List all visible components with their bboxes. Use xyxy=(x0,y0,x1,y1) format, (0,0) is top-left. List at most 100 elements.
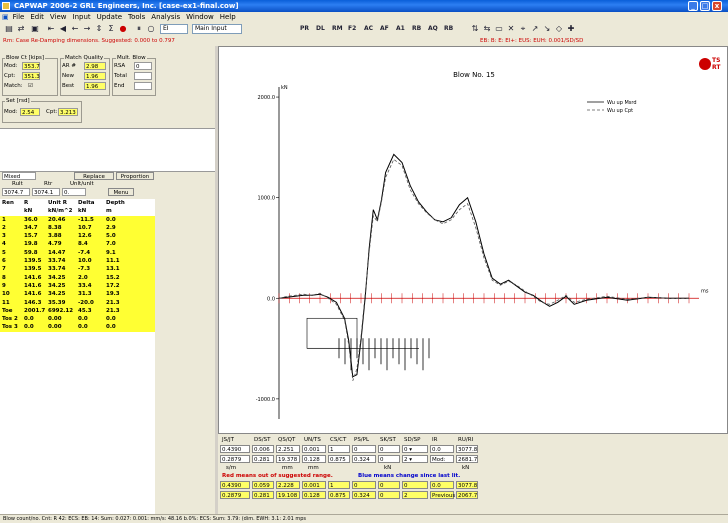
table-row[interactable]: 9 141.6 34.25 33.4 17.2 xyxy=(0,281,155,291)
table-row[interactable]: Tos 3 0.0 0.00 0.0 0.0 xyxy=(0,323,155,332)
table-row[interactable]: 3 15.7 3.88 12.6 5.0 xyxy=(0,232,155,241)
view-select[interactable]: Main Input xyxy=(192,24,242,34)
menu-view[interactable]: View xyxy=(49,13,67,21)
param-field-9[interactable]: 2681.7 xyxy=(456,455,478,463)
table-row[interactable]: 11 146.3 35.39 -20.0 21.3 xyxy=(0,298,155,307)
param-field-6[interactable]: 0 xyxy=(378,455,400,463)
mb-rsa-select[interactable]: 0 xyxy=(134,62,152,70)
param-field-9[interactable]: 3077.8 xyxy=(456,445,478,453)
tool-icon-7[interactable]: ◇ xyxy=(555,24,563,33)
param-field-8[interactable]: Mod: xyxy=(430,455,454,463)
menu-window[interactable]: Window xyxy=(186,13,214,21)
blow-ct-cpt-field[interactable]: 351.3 xyxy=(22,72,40,80)
blow-ct-mod-field[interactable]: 353.7 xyxy=(22,62,40,70)
save-icon[interactable]: ▣ xyxy=(31,24,39,33)
param-field-3[interactable]: 0.001 xyxy=(302,445,326,453)
param-field-2[interactable]: 2.251 xyxy=(276,445,300,453)
table-header[interactable]: Ren R Unit R Delta Depth xyxy=(0,199,155,208)
menu-tools[interactable]: Tools xyxy=(128,13,146,21)
match-checkbox[interactable]: ☑ xyxy=(28,83,33,89)
stop-icon[interactable]: ● xyxy=(119,24,127,33)
menu-file[interactable]: File xyxy=(12,13,25,21)
first-icon[interactable]: ⇤ xyxy=(47,24,55,33)
tool-dl-1[interactable]: DL xyxy=(316,25,325,32)
tool-rb-7[interactable]: RB xyxy=(412,25,422,32)
table-row[interactable]: Tos 2 0.0 0.00 0.0 0.0 xyxy=(0,315,155,324)
tool-pr-0[interactable]: PR xyxy=(300,25,310,32)
maximize-button[interactable]: □ xyxy=(700,1,710,11)
tool-af-5[interactable]: AF xyxy=(380,25,389,32)
param-field-2[interactable]: 19.378 xyxy=(276,455,300,463)
rtr-field[interactable]: 3074.1 xyxy=(32,188,60,196)
unlt-field[interactable]: 0. xyxy=(62,188,86,196)
proportion-button[interactable]: Proportion xyxy=(116,172,154,180)
rult-field[interactable]: 3074.7 xyxy=(2,188,30,196)
tool-rm-2[interactable]: RM xyxy=(332,25,343,32)
tool-ac-4[interactable]: AC xyxy=(364,25,374,32)
table-row[interactable]: 2 34.7 8.38 10.7 2.9 xyxy=(0,223,155,233)
menu-input[interactable]: Input xyxy=(72,13,91,21)
mixed-select[interactable]: Mixed xyxy=(2,172,36,180)
record-icon[interactable]: ○ xyxy=(147,24,155,33)
tool-aq-8[interactable]: AQ xyxy=(428,25,438,32)
menu-analysis[interactable]: Analysis xyxy=(151,13,181,21)
blow-select[interactable]: EI xyxy=(160,24,188,34)
param-field-4[interactable]: 0.875 xyxy=(328,455,350,463)
forward-icon[interactable]: → xyxy=(83,24,91,33)
param-field-7[interactable]: 2 ▾ xyxy=(402,455,428,463)
menu-update[interactable]: Update xyxy=(96,13,123,21)
tool-icon-0[interactable]: ⇅ xyxy=(471,24,479,33)
replace-button[interactable]: Replace xyxy=(74,172,114,180)
param-field-4[interactable]: 1 xyxy=(328,445,350,453)
tool-f2-3[interactable]: F2 xyxy=(348,25,357,32)
force-chart[interactable]: Blow No. 15 2000.0 1000.0 0.0 -1000.0 kN ms Wu … xyxy=(219,47,727,433)
table-row[interactable]: 10 141.6 34.25 31.3 19.3 xyxy=(0,290,155,299)
menu-edit[interactable]: Edit xyxy=(30,13,44,21)
range-note: Red means out of suggested range. xyxy=(222,473,333,479)
table-row[interactable]: 7 139.5 33.74 -7.3 13.1 xyxy=(0,265,155,274)
updown-icon[interactable]: ⇕ xyxy=(95,24,103,33)
tool-icon-5[interactable]: ↗ xyxy=(531,24,539,33)
blow-ct-title: Blow Ct [kips] xyxy=(5,55,46,61)
table-row[interactable]: Toe 2001.7 6992.12 45.3 21.3 xyxy=(0,306,155,316)
table-row[interactable]: 5 59.8 14.47 -7.4 9.1 xyxy=(0,248,155,258)
tool-icon-2[interactable]: ▭ xyxy=(495,24,503,33)
tool-icon-8[interactable]: ✚ xyxy=(567,24,575,33)
minimize-button[interactable]: _ xyxy=(688,1,698,11)
set-mod-field[interactable]: 2.54 xyxy=(20,108,40,116)
table-row[interactable]: 1 36.0 20.46 -11.5 0.0 xyxy=(0,215,155,224)
tool-a1-6[interactable]: A1 xyxy=(396,25,405,32)
param-field-3[interactable]: 0.128 xyxy=(302,455,326,463)
tool-icon-4[interactable]: ⌖ xyxy=(520,24,526,33)
close-button[interactable]: x xyxy=(712,1,722,11)
tool-icon-6[interactable]: ↘ xyxy=(543,24,551,33)
sum-icon[interactable]: Σ xyxy=(108,24,114,33)
mb-end-field[interactable] xyxy=(134,82,152,90)
export-icon[interactable]: ⇄ xyxy=(17,24,25,33)
param-field-8[interactable]: 0.0 xyxy=(430,445,454,453)
tool-icon-3[interactable]: ✕ xyxy=(507,24,515,33)
param-field-0[interactable]: 0.4390 xyxy=(220,445,250,453)
tool-rb-9[interactable]: RB xyxy=(444,25,454,32)
param-field-1[interactable]: 0.006 xyxy=(252,445,274,453)
table-row[interactable]: 6 139.5 33.74 10.0 11.1 xyxy=(0,257,155,266)
open-icon[interactable]: ▤ xyxy=(5,24,13,33)
param-field-0[interactable]: 0.2879 xyxy=(220,455,250,463)
cell: 15.7 xyxy=(24,233,38,240)
table-row[interactable]: 8 141.6 34.25 2.0 15.2 xyxy=(0,273,155,282)
prev-field-9: 2067.7 xyxy=(456,491,478,499)
prev-icon[interactable]: ◀ xyxy=(59,24,67,33)
pause-icon[interactable]: ⏸ xyxy=(137,24,141,33)
param-field-5[interactable]: 0.324 xyxy=(352,455,376,463)
param-field-7[interactable]: 0 ▾ xyxy=(402,445,428,453)
menu-button[interactable]: Menu xyxy=(108,188,134,196)
back-icon[interactable]: ← xyxy=(71,24,79,33)
param-field-1[interactable]: 0.281 xyxy=(252,455,274,463)
param-field-6[interactable]: 0 xyxy=(378,445,400,453)
table-units[interactable]: kN kN/m^2 kN m xyxy=(0,207,155,216)
table-row[interactable]: 4 19.8 4.79 8.4 7.0 xyxy=(0,240,155,249)
mb-total-field[interactable] xyxy=(134,72,152,80)
menu-help[interactable]: Help xyxy=(219,13,236,21)
tool-icon-1[interactable]: ⇆ xyxy=(483,24,491,33)
param-field-5[interactable]: 0 xyxy=(352,445,376,453)
